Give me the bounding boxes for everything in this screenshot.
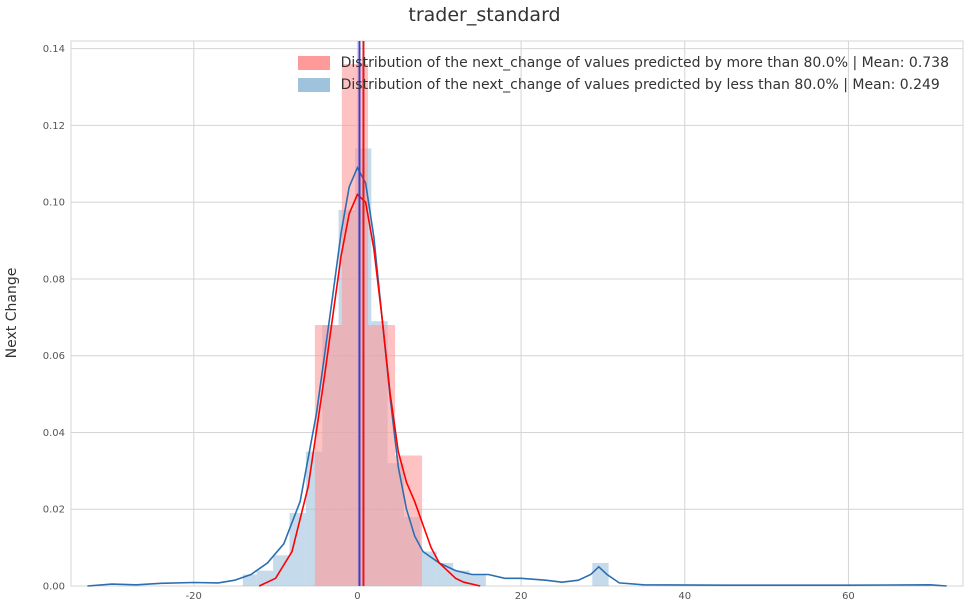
kde-line-more — [258, 193, 481, 587]
y-tick-label: 0.12 — [43, 121, 65, 132]
y-tick-label: 0.08 — [43, 274, 65, 285]
histogram-bar-less — [436, 562, 454, 586]
series-less-bars — [242, 148, 609, 587]
plot-frame — [70, 40, 964, 587]
x-tick-label: 0 — [354, 591, 360, 602]
legend-label-less: Distribution of the next_change of value… — [340, 77, 940, 93]
histogram-bar-less — [242, 574, 257, 586]
histogram-bar-more — [368, 325, 396, 586]
y-axis-label: Next Change — [4, 267, 20, 359]
legend: Distribution of the next_change of value… — [297, 52, 949, 96]
x-tick-label: 20 — [515, 591, 528, 602]
legend-item-more: Distribution of the next_change of value… — [297, 52, 949, 74]
plot-border — [70, 40, 964, 587]
x-tick-label: -20 — [186, 591, 202, 602]
legend-swatch-more — [297, 56, 330, 70]
histogram-bar-more — [314, 325, 342, 586]
histogram-bar-less — [420, 551, 437, 586]
x-tick-label: 60 — [842, 591, 855, 602]
legend-item-less: Distribution of the next_change of value… — [297, 74, 949, 96]
histogram-bar-less — [289, 513, 306, 586]
y-tick-label: 0.02 — [43, 505, 65, 516]
y-tick-label: 0.06 — [43, 351, 65, 362]
y-tick-label: 0.00 — [43, 582, 65, 593]
legend-label-more: Distribution of the next_change of value… — [340, 55, 949, 71]
legend-swatch-less — [297, 78, 330, 92]
grid-lines — [71, 41, 963, 587]
kde-curves — [87, 165, 947, 587]
kde-line-less — [87, 165, 947, 587]
y-tick-label: 0.14 — [43, 44, 65, 55]
y-tick-label: 0.04 — [43, 428, 65, 439]
mean-lines — [358, 41, 365, 586]
x-tick-label: 40 — [678, 591, 691, 602]
histogram-bar-less — [469, 574, 486, 586]
y-tick-label: 0.10 — [43, 198, 65, 209]
chart-title: trader_standard — [408, 4, 561, 26]
tick-labels: 0.00 0.02 0.04 0.06 0.08 0.10 0.12 0.14 -20 0 20 40… — [43, 44, 855, 602]
series-more-bars — [314, 64, 423, 586]
